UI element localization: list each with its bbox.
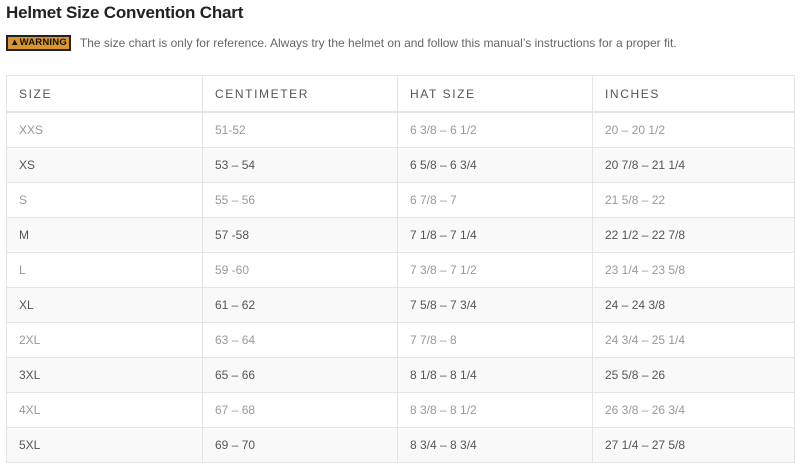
inches-cell: 27 1/4 – 27 5/8 <box>592 427 795 463</box>
hat-size-cell: 8 3/4 – 8 3/4 <box>397 427 593 463</box>
table-row: 5XL 69 – 70 8 3/4 – 8 3/4 27 1/4 – 27 5/8 <box>6 427 795 463</box>
table-row: 3XL 65 – 66 8 1/8 – 8 1/4 25 5/8 – 26 <box>6 357 795 393</box>
header-centimeter: CENTIMETER <box>202 75 398 113</box>
table-row: L 59 -60 7 3/8 – 7 1/2 23 1/4 – 23 5/8 <box>6 252 795 288</box>
size-cell: 4XL <box>6 392 203 428</box>
header-size: SIZE <box>6 75 203 113</box>
centimeter-cell: 53 – 54 <box>202 147 398 183</box>
hat-size-cell: 6 7/8 – 7 <box>397 182 593 218</box>
hat-size-cell: 7 3/8 – 7 1/2 <box>397 252 593 288</box>
inches-cell: 22 1/2 – 22 7/8 <box>592 217 795 253</box>
table-header-row: SIZE CENTIMETER HAT SIZE INCHES <box>6 75 795 113</box>
inches-cell: 21 5/8 – 22 <box>592 182 795 218</box>
warning-text: The size chart is only for reference. Al… <box>79 36 677 50</box>
size-cell: XXS <box>6 111 203 148</box>
centimeter-cell: 57 -58 <box>202 217 398 253</box>
inches-cell: 24 – 24 3/8 <box>592 287 795 323</box>
inches-cell: 20 – 20 1/2 <box>592 111 795 148</box>
hat-size-cell: 6 3/8 – 6 1/2 <box>397 111 593 148</box>
table-row: XXS 51-52 6 3/8 – 6 1/2 20 – 20 1/2 <box>6 111 795 148</box>
hat-size-cell: 8 1/8 – 8 1/4 <box>397 357 593 393</box>
size-cell: XS <box>6 147 203 183</box>
centimeter-cell: 61 – 62 <box>202 287 398 323</box>
hat-size-cell: 6 5/8 – 6 3/4 <box>397 147 593 183</box>
size-cell: 2XL <box>6 322 203 358</box>
size-cell: L <box>6 252 203 288</box>
centimeter-cell: 65 – 66 <box>202 357 398 393</box>
hat-size-cell: 7 7/8 – 8 <box>397 322 593 358</box>
size-cell: 3XL <box>6 357 203 393</box>
centimeter-cell: 59 -60 <box>202 252 398 288</box>
table-row: 4XL 67 – 68 8 3/8 – 8 1/2 26 3/8 – 26 3/4 <box>6 392 795 428</box>
table-row: XS 53 – 54 6 5/8 – 6 3/4 20 7/8 – 21 1/4 <box>6 147 795 183</box>
size-cell: 5XL <box>6 427 203 463</box>
inches-cell: 20 7/8 – 21 1/4 <box>592 147 795 183</box>
inches-cell: 25 5/8 – 26 <box>592 357 795 393</box>
table-row: 2XL 63 – 64 7 7/8 – 8 24 3/4 – 25 1/4 <box>6 322 795 358</box>
size-chart-table: SIZE CENTIMETER HAT SIZE INCHES XXS 51-52… <box>6 75 795 463</box>
hat-size-cell: 7 1/8 – 7 1/4 <box>397 217 593 253</box>
warning-badge: ▲WARNING <box>6 35 71 51</box>
centimeter-cell: 69 – 70 <box>202 427 398 463</box>
hat-size-cell: 8 3/8 – 8 1/2 <box>397 392 593 428</box>
table-row: XL 61 – 62 7 5/8 – 7 3/4 24 – 24 3/8 <box>6 287 795 323</box>
inches-cell: 23 1/4 – 23 5/8 <box>592 252 795 288</box>
table-row: S 55 – 56 6 7/8 – 7 21 5/8 – 22 <box>6 182 795 218</box>
table-row: M 57 -58 7 1/8 – 7 1/4 22 1/2 – 22 7/8 <box>6 217 795 253</box>
page-title: Helmet Size Convention Chart <box>6 3 244 22</box>
header-hat-size: HAT SIZE <box>397 75 593 113</box>
size-cell: S <box>6 182 203 218</box>
inches-cell: 24 3/4 – 25 1/4 <box>592 322 795 358</box>
header-inches: INCHES <box>592 75 795 113</box>
centimeter-cell: 55 – 56 <box>202 182 398 218</box>
centimeter-cell: 67 – 68 <box>202 392 398 428</box>
size-cell: XL <box>6 287 203 323</box>
centimeter-cell: 51-52 <box>202 111 398 148</box>
size-cell: M <box>6 217 203 253</box>
centimeter-cell: 63 – 64 <box>202 322 398 358</box>
warning-notice: ▲WARNING The size chart is only for refe… <box>6 35 677 51</box>
inches-cell: 26 3/8 – 26 3/4 <box>592 392 795 428</box>
hat-size-cell: 7 5/8 – 7 3/4 <box>397 287 593 323</box>
